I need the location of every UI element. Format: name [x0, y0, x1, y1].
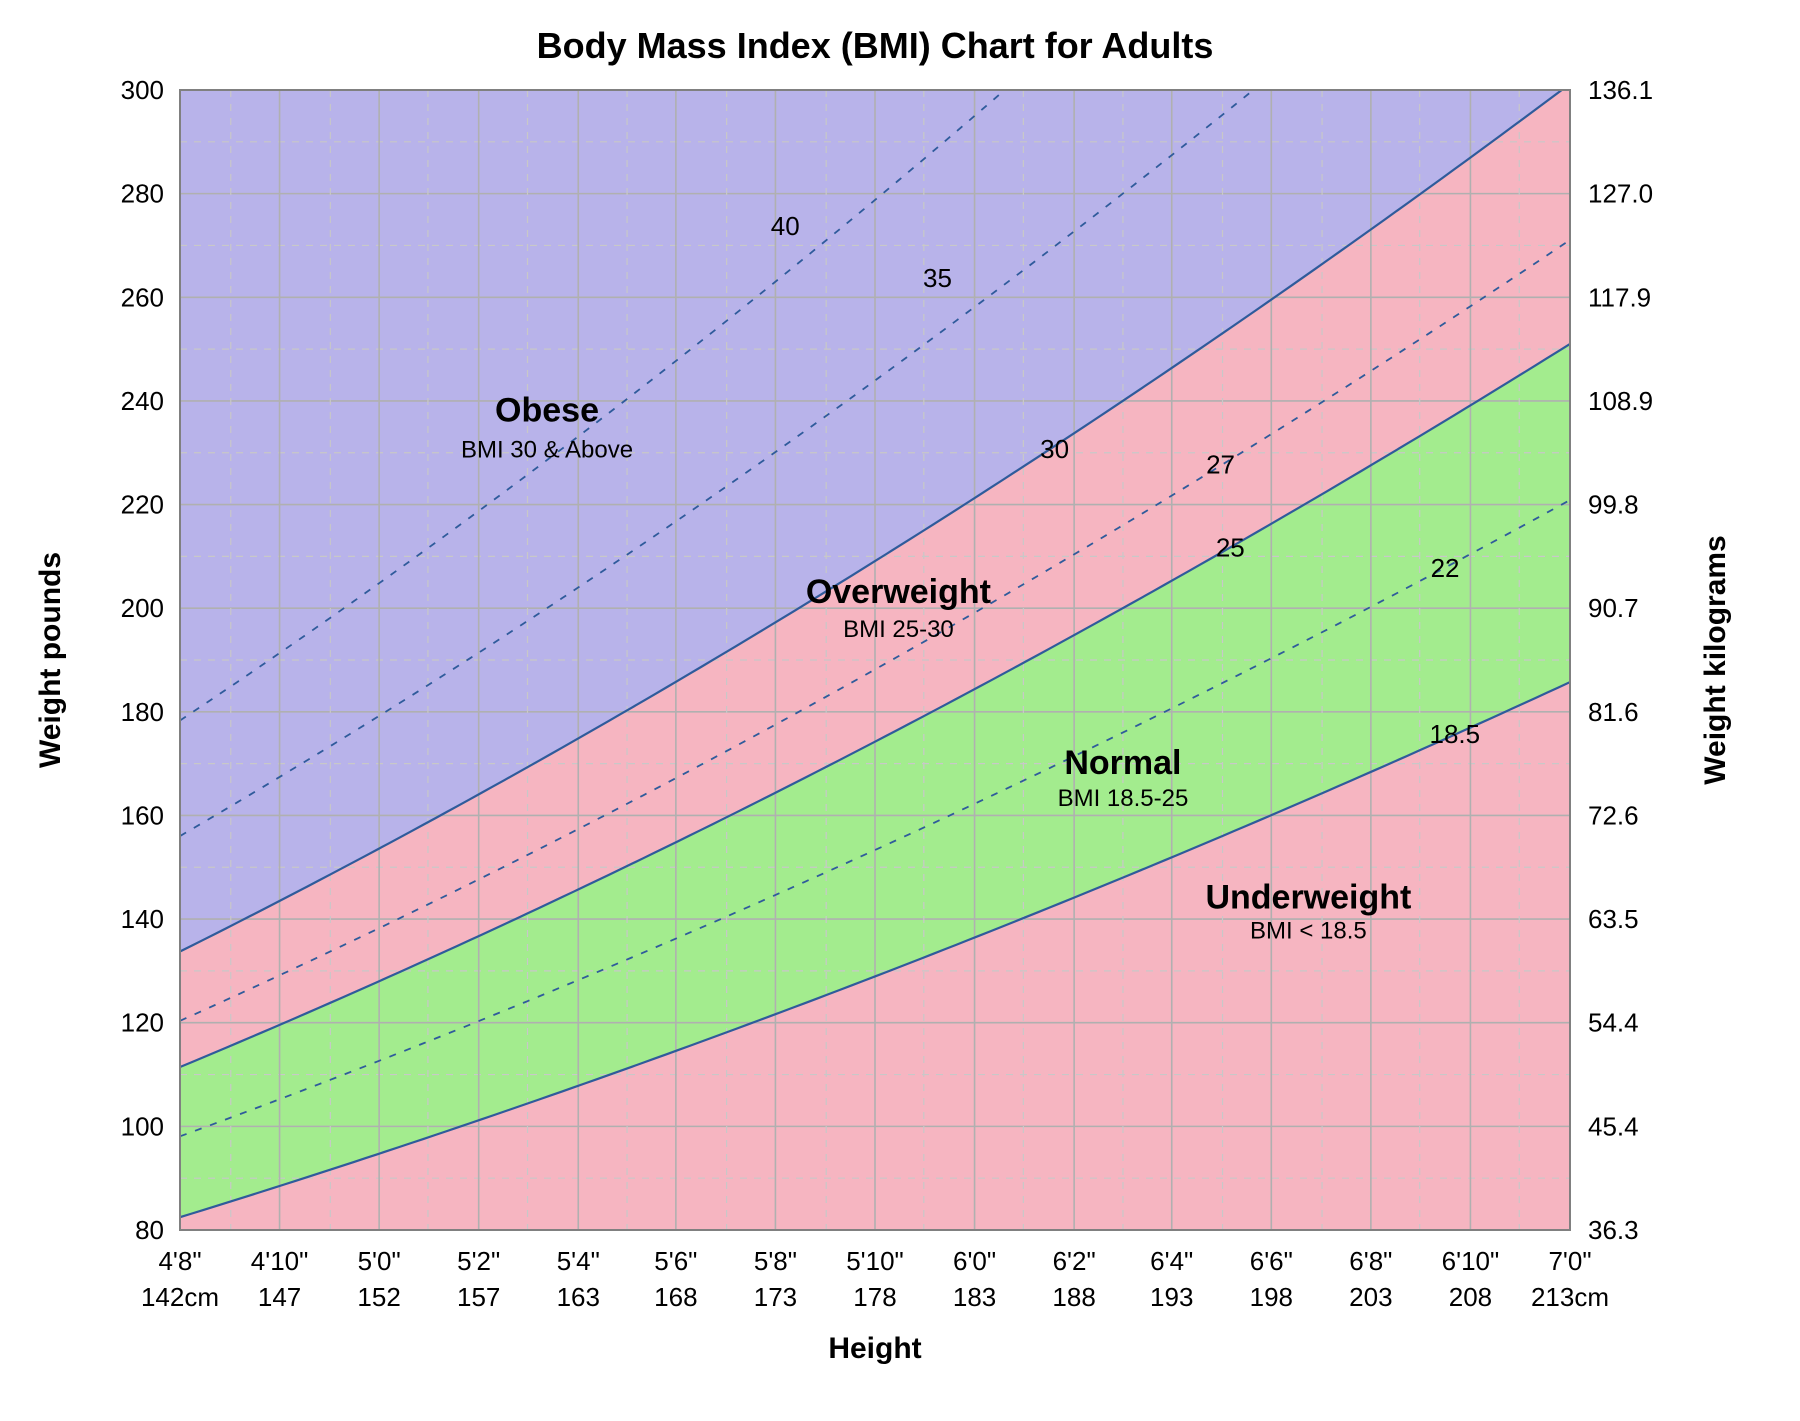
ytick-right-11: 136.1 [1588, 75, 1653, 105]
category-title-1: Overweight [806, 573, 991, 611]
xtick-ftin-9: 6'2" [1053, 1246, 1096, 1276]
xtick-ftin-10: 6'4" [1150, 1246, 1193, 1276]
bmi-label-30: 30 [1040, 434, 1069, 464]
ytick-right-2: 54.4 [1588, 1008, 1639, 1038]
ytick-right-1: 45.4 [1588, 1111, 1639, 1141]
ytick-right-10: 127.0 [1588, 179, 1653, 209]
bmi-label-18.5: 18.5 [1430, 719, 1481, 749]
xtick-cm-12: 203 [1349, 1282, 1392, 1312]
ytick-right-7: 99.8 [1588, 490, 1639, 520]
xtick-cm-11: 198 [1250, 1282, 1293, 1312]
bmi-label-40: 40 [771, 211, 800, 241]
xtick-cm-6: 173 [754, 1282, 797, 1312]
category-sub-2: BMI 18.5-25 [1058, 785, 1189, 812]
xtick-ftin-13: 6'10" [1442, 1246, 1500, 1276]
ytick-right-5: 81.6 [1588, 697, 1639, 727]
xtick-cm-8: 183 [953, 1282, 996, 1312]
xtick-cm-2: 152 [357, 1282, 400, 1312]
ytick-right-4: 72.6 [1588, 800, 1639, 830]
xtick-ftin-5: 5'6" [654, 1246, 697, 1276]
xtick-cm-14: 213cm [1531, 1282, 1609, 1312]
ytick-left-240: 240 [121, 386, 164, 416]
ytick-left-200: 200 [121, 593, 164, 623]
xtick-ftin-1: 4'10" [251, 1246, 309, 1276]
xtick-ftin-6: 5'8" [754, 1246, 797, 1276]
xtick-ftin-12: 6'8" [1349, 1246, 1392, 1276]
ytick-right-8: 108.9 [1588, 386, 1653, 416]
xtick-ftin-7: 5'10" [846, 1246, 904, 1276]
xtick-ftin-8: 6'0" [953, 1246, 996, 1276]
xtick-ftin-11: 6'6" [1250, 1246, 1293, 1276]
category-title-0: Obese [495, 392, 599, 430]
bmi-label-25: 25 [1216, 532, 1245, 562]
xtick-cm-10: 193 [1150, 1282, 1193, 1312]
bmi-label-35: 35 [923, 263, 952, 293]
category-sub-1: BMI 25-30 [843, 616, 954, 643]
bmi-label-22: 22 [1431, 553, 1460, 583]
xtick-cm-7: 178 [853, 1282, 896, 1312]
y-axis-title-left: Weight pounds [34, 552, 67, 768]
xtick-cm-5: 168 [654, 1282, 697, 1312]
ytick-left-140: 140 [121, 904, 164, 934]
xtick-cm-0: 142cm [141, 1282, 219, 1312]
category-title-2: Normal [1064, 744, 1181, 782]
ytick-left-280: 280 [121, 179, 164, 209]
ytick-left-260: 260 [121, 282, 164, 312]
xtick-ftin-2: 5'0" [358, 1246, 401, 1276]
xtick-cm-1: 147 [258, 1282, 301, 1312]
ytick-left-220: 220 [121, 490, 164, 520]
xtick-cm-3: 157 [457, 1282, 500, 1312]
chart-title: Body Mass Index (BMI) Chart for Adults [537, 25, 1214, 66]
xtick-ftin-0: 4'8" [158, 1246, 201, 1276]
xtick-cm-9: 188 [1052, 1282, 1095, 1312]
ytick-left-100: 100 [121, 1111, 164, 1141]
category-sub-0: BMI 30 & Above [461, 437, 633, 464]
ytick-left-300: 300 [121, 75, 164, 105]
bmi-chart: Obese BMI 30 & Above Overweight BMI 25-30 No… [0, 0, 1800, 1421]
ytick-left-80: 80 [135, 1215, 164, 1245]
ytick-left-180: 180 [121, 697, 164, 727]
ytick-right-0: 36.3 [1588, 1215, 1639, 1245]
ytick-right-9: 117.9 [1588, 282, 1651, 312]
ytick-left-160: 160 [121, 800, 164, 830]
xtick-cm-4: 163 [557, 1282, 600, 1312]
category-title-3: Underweight [1205, 879, 1411, 917]
xtick-ftin-3: 5'2" [457, 1246, 500, 1276]
y-axis-title-right: Weight kilograms [1699, 535, 1732, 785]
xtick-ftin-4: 5'4" [557, 1246, 600, 1276]
category-sub-3: BMI < 18.5 [1250, 918, 1367, 945]
xtick-cm-13: 208 [1449, 1282, 1492, 1312]
x-axis-title: Height [828, 1332, 921, 1365]
ytick-right-3: 63.5 [1588, 904, 1639, 934]
xtick-ftin-14: 7'0" [1548, 1246, 1591, 1276]
bmi-label-27: 27 [1206, 449, 1235, 479]
ytick-right-6: 90.7 [1588, 593, 1639, 623]
ytick-left-120: 120 [121, 1008, 164, 1038]
